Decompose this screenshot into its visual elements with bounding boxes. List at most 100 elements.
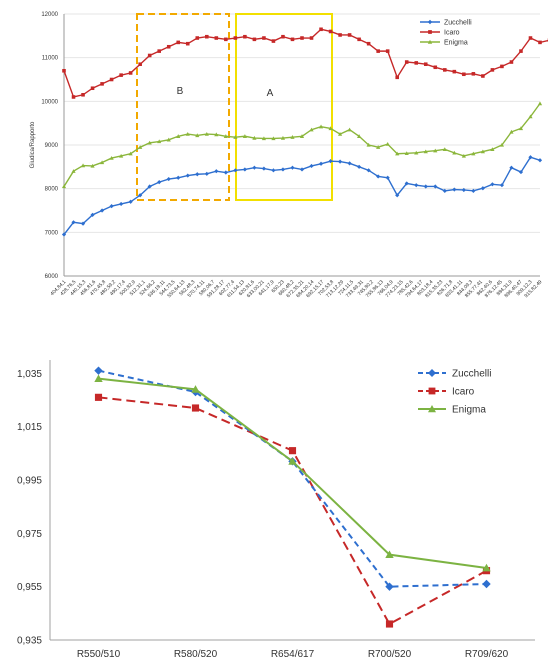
legend-label: Icaro — [452, 387, 475, 398]
data-point-zucchelli — [442, 188, 447, 193]
data-point-enigma — [71, 169, 76, 173]
data-point-zucchelli — [94, 366, 103, 375]
data-point-enigma — [290, 135, 295, 139]
data-point-icaro — [262, 36, 266, 40]
data-point-enigma — [195, 133, 200, 138]
data-point-enigma — [452, 150, 457, 155]
data-point-zucchelli — [423, 184, 428, 189]
data-point-enigma — [299, 134, 305, 138]
data-point-zucchelli — [223, 170, 228, 175]
data-point-zucchelli — [518, 169, 524, 175]
series-line-enigma — [98, 377, 487, 569]
data-point-enigma — [509, 129, 514, 134]
data-point-enigma — [261, 136, 267, 141]
data-point-zucchelli — [395, 193, 400, 198]
data-point-icaro — [385, 620, 394, 628]
y-tick-label: 7000 — [45, 230, 59, 236]
data-point-icaro — [490, 68, 495, 72]
legend-marker — [428, 30, 432, 34]
data-point-zucchelli — [328, 159, 333, 164]
data-point-icaro — [176, 40, 181, 45]
data-point-enigma — [490, 147, 495, 152]
ratio-line-chart: 0,935 0,955 0,975 0,995 1,015 1,035 R550/510 R5… — [17, 360, 535, 660]
data-point-enigma — [471, 151, 476, 156]
data-point-icaro — [90, 86, 95, 91]
y-tick-label: 9000 — [45, 143, 59, 149]
data-point-icaro — [395, 75, 399, 80]
data-point-zucchelli — [528, 155, 533, 160]
data-point-enigma — [366, 142, 371, 147]
data-point-icaro — [214, 36, 219, 40]
data-point-icaro — [185, 41, 190, 46]
data-point-enigma — [223, 134, 228, 138]
y-tick-label: 0,935 — [17, 636, 42, 647]
y-tick-label: 0,975 — [17, 529, 42, 540]
series-line-icaro — [63, 28, 548, 98]
data-point-enigma — [385, 142, 390, 146]
data-point-enigma — [271, 136, 276, 141]
data-point-enigma — [109, 156, 114, 160]
spectral-line-chart: 6000 7000 8000 9000 10000 11000 12000 Giudica/R… — [30, 12, 548, 299]
x-tick-label: R709/620 — [465, 649, 509, 660]
legend-marker — [427, 39, 433, 44]
data-point-icaro — [366, 41, 371, 46]
data-point-zucchelli — [385, 175, 390, 180]
data-point-icaro — [319, 27, 323, 32]
data-point-icaro — [290, 37, 295, 42]
data-point-enigma — [204, 131, 209, 136]
data-point-enigma — [147, 140, 152, 145]
y-tick-label: 10000 — [41, 99, 58, 105]
data-point-zucchelli — [299, 167, 305, 172]
data-point-icaro — [224, 37, 228, 42]
data-point-icaro — [414, 61, 419, 65]
data-point-icaro — [157, 49, 161, 53]
data-point-zucchelli — [452, 187, 457, 192]
series-line-icaro — [98, 396, 487, 626]
data-point-enigma — [414, 150, 419, 155]
data-point-zucchelli — [233, 168, 238, 173]
data-point-icaro — [62, 68, 66, 73]
data-point-enigma — [99, 160, 105, 165]
data-point-enigma — [138, 145, 143, 149]
data-point-zucchelli — [261, 166, 267, 171]
data-point-zucchelli — [61, 232, 67, 237]
data-point-icaro — [328, 29, 333, 34]
data-point-zucchelli — [157, 180, 162, 185]
data-point-icaro — [138, 62, 142, 67]
data-point-zucchelli — [347, 161, 352, 166]
data-point-icaro — [109, 77, 114, 82]
data-point-zucchelli — [128, 199, 133, 204]
data-point-icaro — [338, 33, 342, 37]
data-point-zucchelli — [414, 183, 419, 188]
data-point-enigma — [214, 132, 219, 137]
data-point-enigma — [309, 127, 314, 132]
data-point-enigma — [357, 134, 362, 138]
annotation-box-a — [235, 13, 333, 201]
data-point-icaro — [128, 71, 133, 75]
x-tick-label: R580/520 — [174, 649, 218, 660]
legend-label: Icaro — [444, 30, 460, 37]
data-point-zucchelli — [280, 167, 286, 172]
data-point-zucchelli — [366, 168, 371, 173]
data-point-enigma — [482, 563, 491, 572]
data-point-zucchelli — [537, 158, 543, 163]
data-point-icaro — [100, 82, 104, 86]
data-point-enigma — [499, 142, 505, 147]
data-point-enigma — [288, 457, 297, 465]
y-tick-label: 1,035 — [17, 369, 42, 380]
data-point-zucchelli — [166, 176, 171, 182]
data-point-enigma — [280, 135, 286, 140]
data-point-zucchelli — [509, 165, 514, 170]
data-point-zucchelli — [433, 184, 438, 189]
annotation-label-b: B — [177, 86, 184, 97]
data-point-icaro — [300, 36, 304, 40]
y-tick-label: 8000 — [45, 187, 59, 193]
data-point-icaro — [376, 49, 380, 53]
data-point-zucchelli — [404, 181, 409, 186]
data-point-icaro — [357, 37, 361, 42]
data-point-icaro — [281, 34, 285, 39]
data-point-enigma — [191, 385, 200, 393]
data-point-enigma — [318, 124, 324, 129]
data-point-enigma — [119, 153, 124, 158]
data-point-zucchelli — [195, 172, 200, 177]
